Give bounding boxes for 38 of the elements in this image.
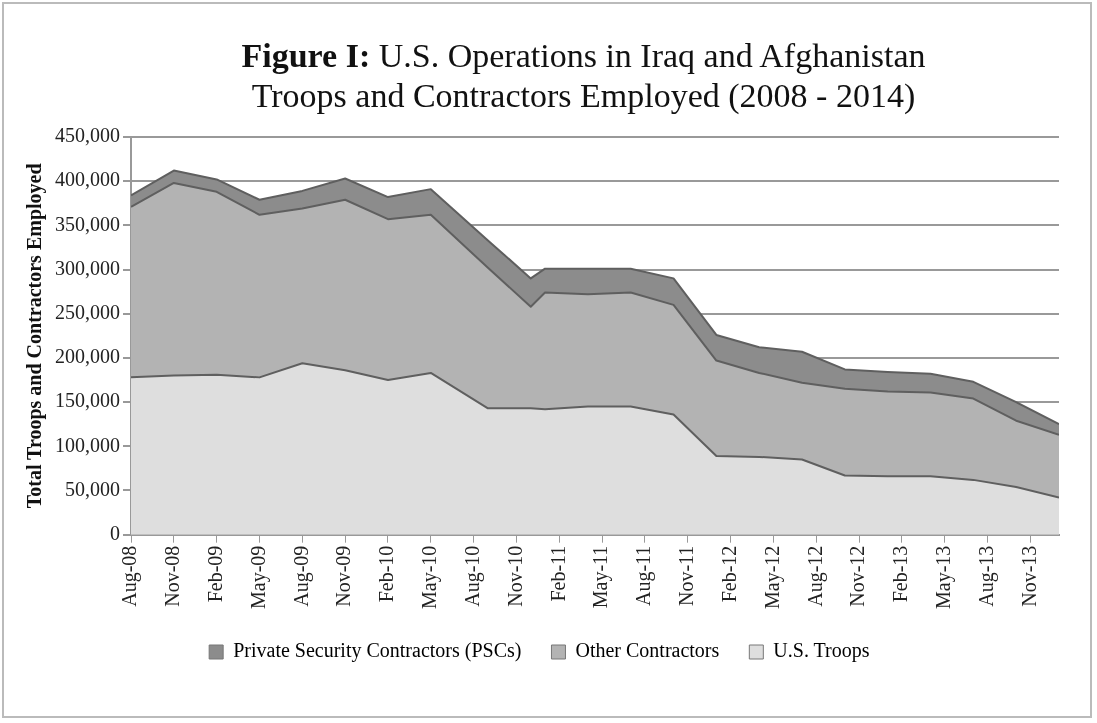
y-tick-label: 150,000 [55,389,120,412]
x-tick-label: Nov-09 [332,545,355,607]
legend-label: U.S. Troops [773,639,870,663]
x-tick-label: Aug-08 [118,545,142,607]
x-tick-label: May-09 [246,545,270,610]
y-tick-label: 250,000 [55,301,120,323]
x-tick-label: Feb-09 [203,545,226,603]
legend-label: Private Security Contractors (PSCs) [233,639,522,663]
y-tick-label: 0 [110,521,120,544]
x-tick-label: Aug-12 [803,545,827,607]
x-tick-label: Feb-11 [546,545,569,602]
x-tick-label: May-12 [760,545,784,610]
legend-label: Other Contractors [575,639,720,662]
x-tick-label: Nov-13 [1017,545,1040,607]
y-tick-label: 450,000 [55,124,120,147]
y-tick-label: 400,000 [55,168,120,191]
y-tick-label: 350,000 [55,212,120,235]
y-axis-title: Total Troops and Contractors Employed [23,163,47,509]
x-tick-label: Aug-09 [289,545,313,607]
x-tick-label: Nov-08 [161,545,184,607]
x-tick-label: Nov-12 [846,545,869,607]
y-tick-label: 200,000 [55,345,120,368]
y-tick-label: 50,000 [65,477,120,500]
x-tick-label: Nov-11 [675,545,698,607]
x-tick-label: May-10 [418,545,442,610]
x-tick-label: Feb-10 [375,545,398,603]
x-tick-label: Aug-13 [974,545,998,607]
x-tick-label: Feb-12 [717,545,740,603]
x-tick-label: Nov-10 [503,545,526,607]
x-tick-label: Aug-11 [632,545,656,607]
y-tick-label: 300,000 [55,256,120,279]
chart-subtitle: Troops and Contractors Employed (2008 - 2014) [250,76,917,116]
x-tick-label: May-11 [589,545,613,609]
x-tick-label: Feb-13 [889,545,912,603]
y-tick-label: 100,000 [55,433,120,456]
x-tick-label: Aug-10 [460,545,484,607]
x-tick-label: May-13 [932,545,956,610]
chart-title: Figure I: U.S. Operations in Iraq and Afghanistan [241,37,926,74]
